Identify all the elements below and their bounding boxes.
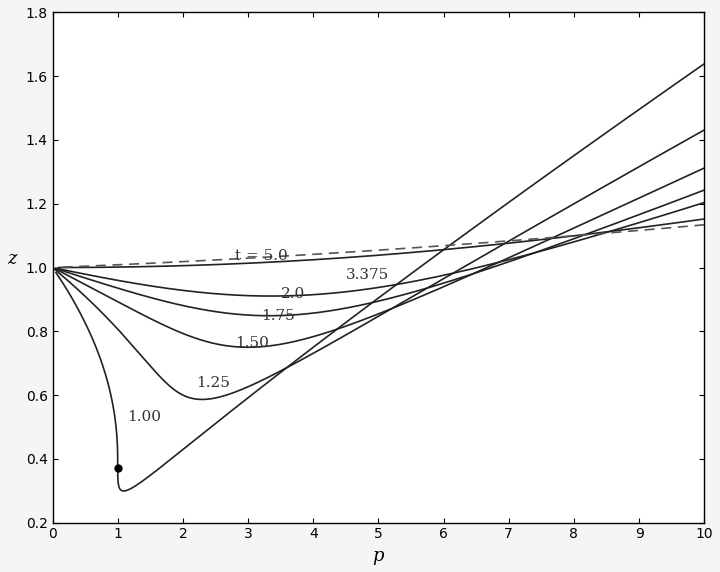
Text: 1.50: 1.50 — [235, 336, 269, 350]
Text: 1.25: 1.25 — [196, 376, 230, 390]
Text: t = 5.0: t = 5.0 — [235, 249, 288, 263]
Text: 3.375: 3.375 — [346, 268, 389, 281]
X-axis label: p: p — [373, 547, 384, 565]
Text: 1.00: 1.00 — [127, 410, 161, 424]
Text: 2.0: 2.0 — [281, 287, 305, 301]
Text: 1.75: 1.75 — [261, 309, 295, 323]
Y-axis label: z: z — [7, 249, 17, 268]
